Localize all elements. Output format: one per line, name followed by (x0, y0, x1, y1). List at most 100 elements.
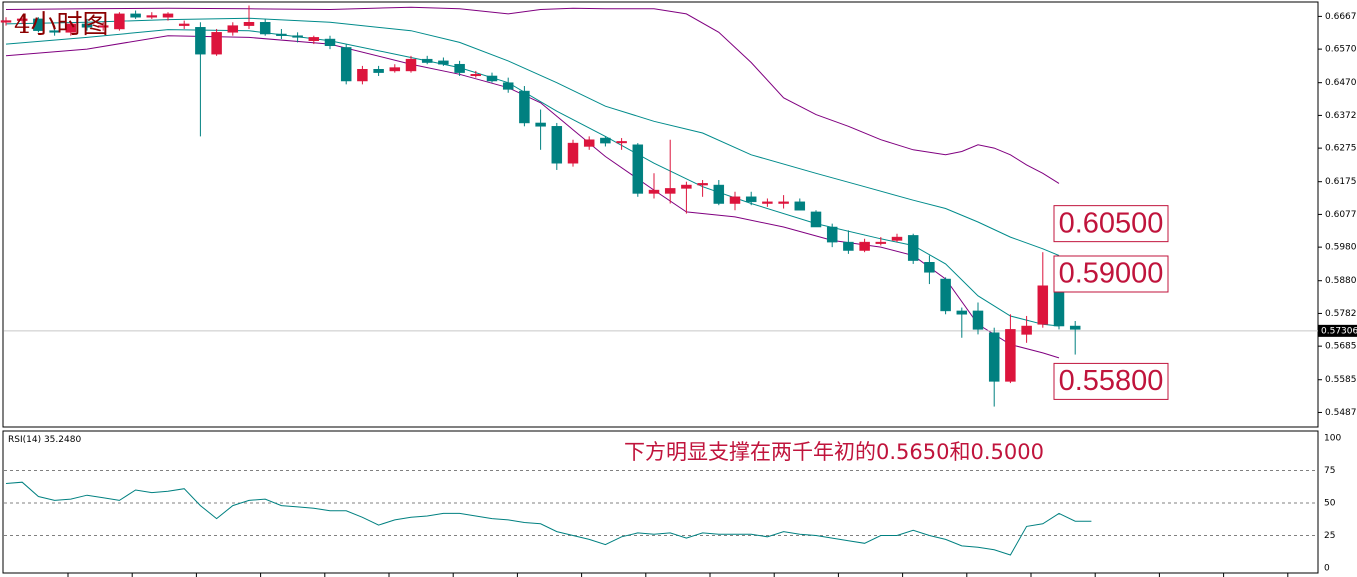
band-mid-lower (5, 29, 1060, 327)
candle-body (33, 18, 44, 31)
rsi-tick-label: 100 (1324, 434, 1341, 444)
candle-body (891, 236, 903, 241)
price-tick-label: 0.63725 (1325, 111, 1357, 121)
candle-body (389, 67, 401, 72)
candle-body (65, 23, 77, 33)
candle-body (1021, 325, 1032, 335)
price-tick-label: 0.54875 (1325, 408, 1357, 418)
candle-body (114, 13, 125, 30)
candle-body (1069, 325, 1081, 330)
current-price-label: 0.57306 (1321, 326, 1357, 336)
candle-body (713, 184, 725, 204)
candle-body (259, 22, 271, 35)
candle-body (907, 235, 919, 261)
candle-body (924, 261, 935, 273)
candle-body (697, 183, 708, 186)
candle-body (227, 25, 239, 33)
candle-body (583, 139, 595, 147)
rsi-tick-label: 25 (1324, 531, 1335, 541)
candle-body (535, 122, 546, 127)
candle-body (486, 75, 498, 82)
candle-body (826, 226, 838, 243)
candle-body (49, 30, 60, 33)
candle-body (178, 23, 190, 26)
candle-body (340, 47, 352, 82)
rsi-level-lines (4, 470, 1318, 536)
candle-body (664, 188, 676, 194)
candle-body (405, 58, 417, 72)
candle-body (600, 137, 611, 144)
candle-body (519, 90, 530, 124)
candle-body (794, 201, 806, 211)
candle-body (551, 126, 563, 164)
candle-body (324, 38, 336, 47)
candle-body (292, 35, 303, 38)
candle-body (130, 13, 141, 18)
rsi-tick-label: 75 (1324, 466, 1335, 476)
candle-body (567, 142, 579, 164)
level-labels: 0.60500 0.59000 0.55800 (1053, 205, 1169, 400)
candle-body (956, 310, 968, 315)
candle-body (859, 241, 870, 251)
candle-body (988, 332, 1000, 382)
candle-body (276, 33, 287, 36)
current-price-badge: 0.57306 (1318, 324, 1357, 337)
candle-body (373, 69, 384, 73)
candle-body (97, 25, 109, 28)
candle-body (810, 211, 822, 228)
candle-body (81, 23, 93, 28)
candle-body (681, 184, 692, 189)
rsi-tick-label: 50 (1324, 499, 1336, 509)
candle-body (940, 278, 951, 312)
candle-body (1037, 285, 1049, 325)
rsi-axis: 100 75 50 25 0 (1324, 434, 1341, 574)
candle-body (195, 27, 206, 55)
candle-body (243, 22, 255, 26)
candle-body (616, 141, 627, 144)
price-tick-label: 0.66675 (1325, 12, 1357, 22)
candle-body (162, 13, 174, 18)
rsi-panel-border (2, 430, 1319, 574)
candle-body (778, 201, 789, 204)
candle-body (972, 310, 984, 330)
level-label: 0.60500 (1059, 207, 1164, 239)
candle-body (843, 241, 854, 251)
rsi-title: RSI(14) 35.2480 (8, 435, 81, 445)
candle-body (308, 37, 320, 41)
candle-body (438, 60, 449, 65)
candle-body (745, 196, 757, 203)
candle-body (0, 20, 12, 23)
candle-body (146, 15, 158, 18)
level-box (1053, 205, 1169, 243)
candle-body (502, 82, 514, 90)
candle-body (421, 58, 433, 63)
timeframe-title: 4小时图 (14, 10, 109, 40)
support-annotation: 下方明显支撑在两千年初的0.5650和0.5000 (624, 440, 1044, 464)
candle-body (1005, 329, 1016, 382)
time-axis-ticks (67, 573, 1289, 577)
candle-body (875, 241, 887, 244)
level-box (1053, 255, 1169, 293)
candle-body (632, 144, 644, 194)
band-upper (5, 6, 1060, 184)
candle-body (357, 69, 368, 82)
level-label: 0.55800 (1059, 365, 1164, 397)
candle-body (648, 189, 660, 194)
price-tick-label: 0.57825 (1325, 309, 1357, 319)
level-label: 0.59000 (1059, 258, 1164, 290)
rsi-tick-label: 0 (1324, 564, 1330, 574)
rsi-line (5, 481, 1092, 556)
level-box (1053, 362, 1169, 400)
candle-body (211, 32, 222, 55)
candle-body (16, 18, 28, 21)
